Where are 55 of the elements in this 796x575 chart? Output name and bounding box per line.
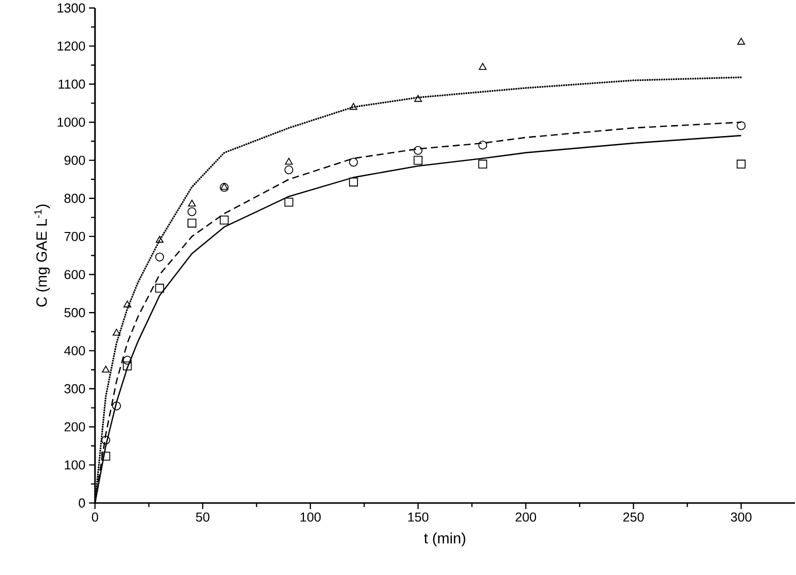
x-tick-label: 200: [516, 512, 536, 522]
point: [122, 356, 132, 365]
y-tick-label: 0: [78, 498, 85, 508]
point: [187, 207, 196, 216]
point: [155, 252, 164, 262]
point: [478, 62, 487, 70]
y-tick-label: 1300: [58, 3, 85, 13]
point: [284, 158, 293, 165]
x-tick-label: 0: [92, 512, 98, 522]
point: [349, 178, 358, 186]
point: [736, 121, 746, 130]
point: [220, 182, 229, 192]
point: [284, 198, 294, 207]
point: [414, 156, 423, 165]
point: [220, 182, 228, 190]
point: [349, 158, 358, 167]
y-tick-label: 600: [64, 270, 85, 280]
y-tick-label: 300: [64, 384, 85, 394]
point: [187, 218, 196, 228]
point: [284, 165, 294, 174]
point: [112, 328, 120, 336]
point: [414, 146, 423, 155]
point: [350, 102, 358, 110]
point: [101, 436, 110, 445]
y-tick-label: 700: [64, 232, 85, 242]
point: [736, 160, 746, 169]
point: [122, 361, 132, 370]
y-tick-label: 1100: [58, 80, 85, 89]
point: [101, 452, 110, 461]
y-tick-label: 400: [64, 346, 85, 356]
x-tick-label: 150: [408, 512, 428, 522]
y-axis-title: C (mg GAE L$^{-1}$): [34, 204, 50, 307]
point: [123, 300, 132, 308]
point: [737, 38, 746, 45]
point: [478, 160, 488, 169]
point: [102, 366, 110, 373]
x-tick-label: 50: [196, 512, 210, 522]
point: [112, 401, 121, 410]
y-tick-label: 800: [64, 194, 85, 203]
x-tick-label: 300: [730, 512, 752, 522]
y-tick-label: 200: [64, 422, 85, 432]
y-tick-label: 1200: [58, 41, 85, 51]
point: [220, 216, 229, 225]
point: [155, 284, 164, 293]
x-tick-label: 100: [300, 512, 321, 522]
point: [188, 200, 196, 207]
point: [414, 94, 422, 102]
x-axis-title: t (min): [424, 532, 466, 546]
x-tick-label: 250: [623, 512, 644, 522]
y-tick-label: 1000: [58, 118, 85, 127]
point: [156, 236, 164, 243]
y-tick-label: 100: [64, 460, 85, 470]
y-tick-label: 900: [64, 156, 85, 165]
y-tick-label: 500: [64, 308, 85, 318]
point: [478, 140, 488, 150]
